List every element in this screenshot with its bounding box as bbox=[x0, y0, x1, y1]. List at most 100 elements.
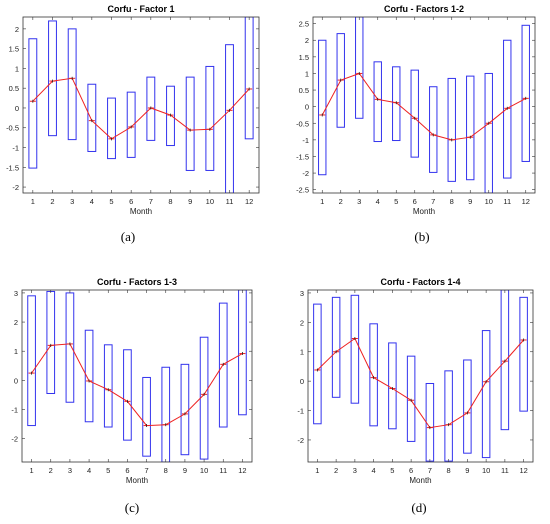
box-month-3 bbox=[67, 28, 77, 141]
y-tick-label: -1 bbox=[11, 406, 18, 415]
x-tick-label: 2 bbox=[339, 197, 343, 206]
box-month-5 bbox=[388, 342, 397, 430]
chart-a-svg: Corfu - Factor 1-2-1.5-1-0.500.511.521 2 3… bbox=[6, 4, 260, 216]
x-tick-label: 4 bbox=[90, 197, 94, 206]
y-tick-label: 0.5 bbox=[9, 84, 19, 93]
chart-d-boxes bbox=[313, 290, 528, 462]
y-tick-label: 0 bbox=[15, 104, 19, 113]
y-tick-label: -2 bbox=[302, 169, 309, 178]
x-tick-label: 1 bbox=[29, 466, 33, 475]
box-month-11 bbox=[225, 44, 234, 193]
box-month-8 bbox=[166, 85, 175, 147]
chart-panel-a: Corfu - Factor 1 -2 -1.5 -1 -0.5 0 0.5 1 1.5 2 1 2 3… bbox=[0, 0, 275, 248]
x-tick-label: 9 bbox=[468, 197, 472, 206]
box-month-12 bbox=[521, 24, 530, 162]
chart-a-xlabel: Month bbox=[130, 207, 152, 216]
box-month-4 bbox=[84, 329, 94, 423]
y-tick-label: -2 bbox=[297, 436, 304, 445]
x-tick-label: 6 bbox=[413, 197, 417, 206]
y-tick-label: -1.5 bbox=[296, 152, 309, 161]
x-tick-label: 9 bbox=[465, 466, 469, 475]
y-tick-label: 0 bbox=[14, 376, 18, 385]
caption-b: (b) bbox=[414, 229, 430, 244]
y-tick-label: 0 bbox=[305, 103, 309, 112]
median-line bbox=[317, 337, 524, 429]
x-tick-label: 12 bbox=[519, 466, 527, 475]
box-month-11 bbox=[503, 39, 512, 179]
box-month-9 bbox=[463, 359, 472, 454]
x-tick-label: 6 bbox=[129, 197, 133, 206]
box-month-7 bbox=[146, 76, 156, 141]
chart-b-axes bbox=[312, 16, 536, 194]
box-month-3 bbox=[350, 294, 360, 404]
x-tick-label: 7 bbox=[144, 466, 148, 475]
chart-a-axes bbox=[22, 16, 260, 194]
chart-d-xlabel: Month bbox=[409, 476, 431, 485]
box-month-8 bbox=[444, 370, 453, 462]
y-tick-label: 1.5 bbox=[299, 53, 309, 62]
y-tick-label: 1 bbox=[14, 347, 18, 356]
y-tick-label: 2 bbox=[305, 36, 309, 45]
box-month-1 bbox=[27, 295, 36, 427]
x-tick-label: 5 bbox=[390, 466, 394, 475]
chart-c-xlabel: Month bbox=[126, 476, 148, 485]
box-month-7 bbox=[425, 382, 435, 462]
box-month-9 bbox=[185, 76, 195, 171]
box-month-5 bbox=[392, 66, 401, 142]
x-tick-label: 7 bbox=[428, 466, 432, 475]
box-month-10 bbox=[199, 336, 209, 460]
x-tick-label: 4 bbox=[372, 466, 376, 475]
x-tick-label: 4 bbox=[376, 197, 380, 206]
box-month-1 bbox=[28, 38, 38, 169]
x-tick-label: 5 bbox=[394, 197, 398, 206]
box-month-6 bbox=[406, 355, 416, 442]
chart-panel-b: Corfu - Factors 1-2 -2.5 -2 -1.5 -1 -0.5 0 0.5 1… bbox=[275, 0, 550, 248]
y-tick-label: -2 bbox=[12, 183, 19, 192]
box-month-3 bbox=[355, 17, 364, 119]
x-tick-label: 8 bbox=[450, 197, 454, 206]
box-month-6 bbox=[410, 69, 419, 158]
median-line bbox=[32, 77, 250, 140]
y-tick-label: 2 bbox=[15, 25, 19, 34]
chart-b-boxes bbox=[318, 17, 530, 193]
x-tick-label: 12 bbox=[238, 466, 246, 475]
y-tick-label: -0.5 bbox=[6, 124, 19, 133]
box-month-8 bbox=[447, 77, 456, 182]
x-tick-label: 3 bbox=[68, 466, 72, 475]
y-tick-label: 1 bbox=[305, 69, 309, 78]
y-tick-label: -1 bbox=[297, 407, 304, 416]
x-tick-label: 4 bbox=[87, 466, 91, 475]
caption-d: (d) bbox=[411, 500, 427, 515]
box-month-7 bbox=[429, 86, 438, 173]
x-tick-label: 10 bbox=[485, 197, 493, 206]
y-tick-label: 3 bbox=[300, 289, 304, 298]
x-tick-label: 11 bbox=[219, 466, 227, 475]
median-line bbox=[321, 72, 527, 141]
x-tick-label: 6 bbox=[409, 466, 413, 475]
x-tick-label: 10 bbox=[200, 466, 208, 475]
y-tick-label: 3 bbox=[14, 289, 18, 298]
chart-b-title: Corfu - Factors 1-2 bbox=[384, 4, 464, 14]
y-tick-label: 0 bbox=[300, 377, 304, 386]
y-tick-label: 2 bbox=[300, 318, 304, 327]
box-month-6 bbox=[123, 349, 132, 441]
x-tick-label: 3 bbox=[70, 197, 74, 206]
x-tick-label: 5 bbox=[109, 197, 113, 206]
chart-d-title: Corfu - Factors 1-4 bbox=[380, 277, 460, 287]
box-month-6 bbox=[126, 91, 136, 158]
box-month-11 bbox=[218, 302, 228, 428]
chart-b-xlabel: Month bbox=[413, 207, 435, 216]
box-month-9 bbox=[466, 75, 475, 181]
x-tick-label: 11 bbox=[226, 197, 234, 206]
y-tick-label: -0.5 bbox=[296, 119, 309, 128]
x-tick-label: 2 bbox=[334, 466, 338, 475]
x-tick-label: 7 bbox=[431, 197, 435, 206]
x-tick-label: 3 bbox=[353, 466, 357, 475]
box-month-10 bbox=[481, 330, 491, 459]
box-month-2 bbox=[48, 20, 57, 137]
box-month-12 bbox=[244, 17, 254, 140]
box-month-1 bbox=[313, 303, 322, 425]
x-tick-label: 7 bbox=[149, 197, 153, 206]
box-month-2 bbox=[331, 296, 341, 398]
x-tick-label: 8 bbox=[447, 466, 451, 475]
